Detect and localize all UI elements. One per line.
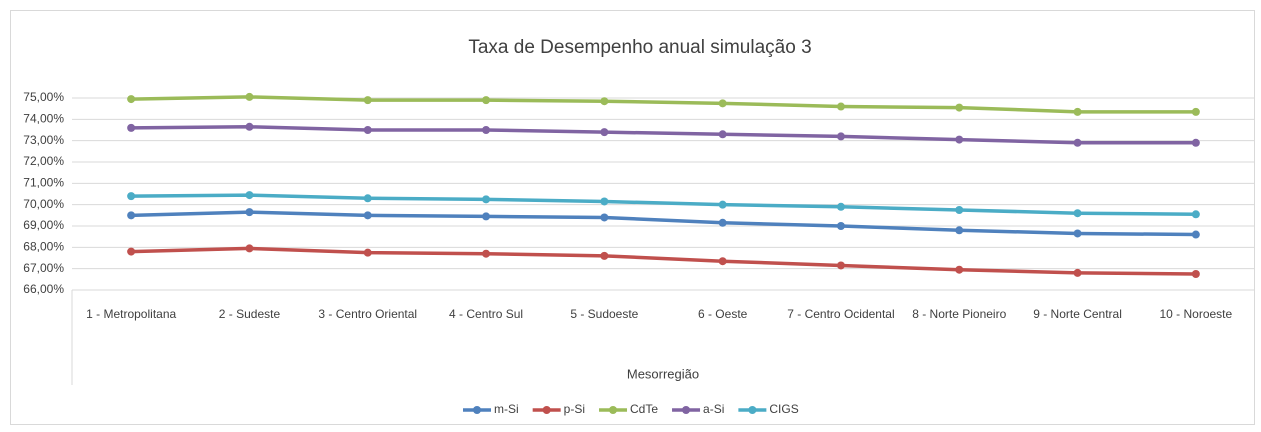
series-marker [363,96,372,105]
x-tick-label: 8 - Norte Pioneiro [912,307,1006,321]
series-marker [955,265,964,274]
series-marker [600,213,609,222]
series-marker [955,226,964,235]
y-tick-label: 68,00% [23,240,64,254]
x-tick-label: 9 - Norte Central [1033,307,1122,321]
series-marker [127,95,136,104]
legend-label: m-Si [494,402,519,416]
legend-label: p-Si [564,402,585,416]
y-tick-label: 67,00% [23,261,64,275]
series-marker [718,218,727,227]
series-line [131,246,1196,276]
series-marker [1073,268,1082,277]
series-line [131,125,1196,145]
legend-item: m-Si [463,402,519,416]
series-marker [718,130,727,139]
series-marker [482,249,491,258]
series-marker [718,200,727,209]
series-marker [836,222,845,230]
series-marker [955,103,964,112]
x-axis-label: Mesorregião [627,366,699,381]
legend-item: CdTe [599,402,658,416]
series-marker [1073,107,1082,116]
series-marker [1191,107,1200,116]
legend-marker [542,406,551,414]
series-marker [600,251,609,260]
series-marker [955,135,964,144]
legend-label: CIGS [769,402,798,416]
series-marker [127,123,136,132]
series-marker [1191,138,1200,147]
y-tick-label: 74,00% [23,112,64,126]
x-tick-label: 10 - Noroeste [1159,307,1232,321]
y-tick-label: 66,00% [23,282,64,296]
series-marker [718,257,727,266]
series-marker [482,212,491,221]
series-marker [482,195,491,204]
series-marker [600,128,609,137]
x-tick-label: 1 - Metropolitana [86,307,176,321]
series-marker [363,248,372,257]
legend-marker [748,406,757,414]
x-tick-label: 6 - Oeste [698,307,748,321]
legend-marker [682,406,691,414]
x-tick-label: 5 - Sudoeste [570,307,638,321]
series-marker [363,194,372,203]
legend-label: a-Si [703,402,724,416]
series-marker [718,99,727,108]
series-marker [1191,230,1200,239]
series-marker [1073,229,1082,238]
series-marker [600,197,609,206]
legend-item: a-Si [672,402,724,416]
series-marker [127,192,136,201]
series-line [131,193,1196,217]
series-marker [363,211,372,220]
series-marker [836,261,845,270]
x-tick-label: 3 - Centro Oriental [318,307,417,321]
y-tick-label: 73,00% [23,133,64,147]
series-marker [245,208,254,217]
series-marker [1073,138,1082,147]
series-marker [127,211,136,220]
series-marker [955,206,964,214]
y-tick-label: 75,00% [23,90,64,104]
series-marker [600,97,609,106]
legend-item: CIGS [738,402,799,416]
series-marker [1191,210,1200,219]
series-marker [245,92,254,101]
series-marker [245,191,254,200]
legend-marker [609,406,618,414]
legend-label: CdTe [630,402,658,416]
series-marker [1191,270,1200,278]
series-marker [1073,209,1082,218]
legend-item: p-Si [532,402,585,416]
series-marker [482,96,491,105]
y-tick-label: 70,00% [23,197,64,211]
y-tick-label: 69,00% [23,218,64,232]
series-marker [836,132,845,141]
chart-title: Taxa de Desempenho anual simulação 3 [468,37,811,58]
series-marker [836,202,845,211]
x-tick-label: 2 - Sudeste [219,307,281,321]
series-marker [245,244,254,253]
series-line [131,95,1196,114]
series-marker [127,247,136,256]
series-marker [245,122,254,131]
y-tick-label: 71,00% [23,176,64,190]
series-marker [363,126,372,134]
legend-marker [473,406,481,414]
series-line [131,210,1196,237]
y-tick-label: 72,00% [23,154,64,168]
series-marker [482,126,491,134]
x-tick-label: 4 - Centro Sul [449,307,523,321]
x-tick-label: 7 - Centro Ocidental [787,307,894,321]
series-marker [836,102,845,111]
